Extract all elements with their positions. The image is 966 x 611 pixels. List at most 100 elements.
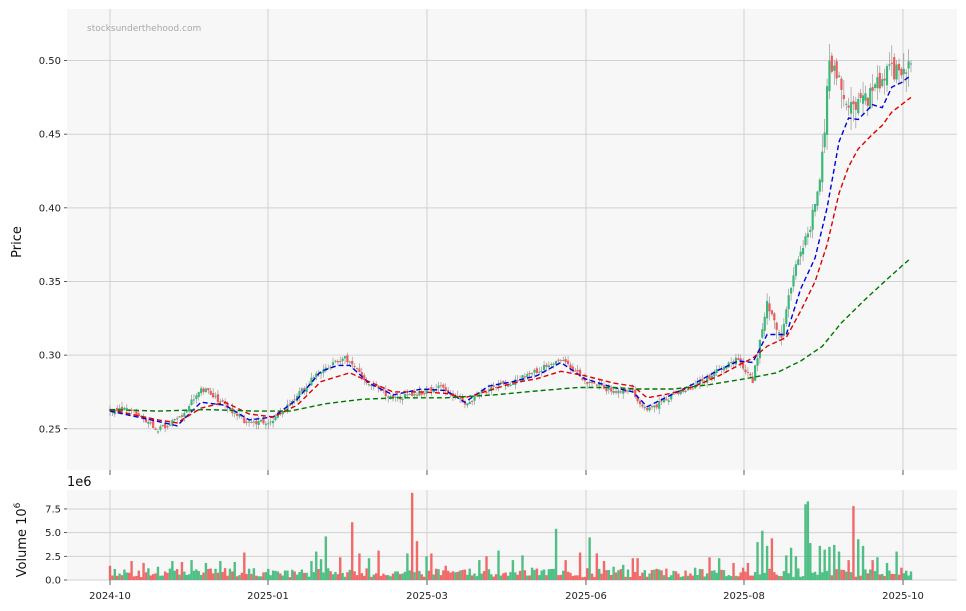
ma-medium-line (109, 96, 912, 424)
volume-bar (339, 557, 342, 580)
candle-body (682, 389, 685, 392)
volume-bar (511, 560, 515, 580)
candle-body (533, 369, 536, 373)
volume-bar (499, 575, 503, 580)
volume-bar (444, 565, 447, 580)
candle-body (293, 399, 296, 401)
volume-bar (674, 571, 678, 580)
volume-bar (837, 551, 841, 580)
volume-bar (753, 572, 757, 580)
volume-bar (689, 573, 692, 580)
candle-body (777, 332, 781, 334)
candle-body (161, 424, 164, 427)
volume-bar (538, 575, 541, 580)
volume-bar (494, 574, 498, 580)
candle-body (658, 401, 661, 409)
volume-bar (660, 570, 663, 580)
candle-body (439, 385, 443, 387)
volume-bar (274, 570, 277, 580)
volume-bar (881, 573, 884, 580)
candle-body (538, 371, 541, 373)
volume-bar (135, 575, 138, 580)
volume-bar (657, 569, 661, 580)
volume-bar (715, 572, 718, 580)
volume-bar (861, 545, 865, 580)
candle-body (264, 423, 267, 425)
candle-body (140, 415, 143, 417)
volume-bar (693, 567, 697, 580)
volume-bar (717, 558, 721, 580)
volume-bar (684, 570, 687, 580)
volume-bar (665, 568, 668, 580)
candle-body (617, 390, 620, 394)
candle-body (360, 372, 363, 377)
volume-bar (413, 572, 416, 580)
candle-body (379, 388, 383, 392)
volume-bar (564, 560, 567, 580)
volume-bar (893, 574, 896, 580)
candle-body (881, 79, 884, 87)
candle-body (188, 406, 191, 412)
volume-bar (334, 571, 337, 580)
volume-bar (151, 574, 155, 580)
volume-bar (888, 570, 891, 580)
volume-bar (163, 571, 167, 580)
candle-body (590, 382, 594, 384)
candle-body (595, 384, 598, 386)
volume-bar (132, 576, 136, 580)
candle-body (854, 102, 857, 110)
candle-body (204, 388, 208, 393)
volume-bar (641, 572, 644, 580)
volume-bar (372, 574, 376, 580)
candle-body (483, 389, 486, 391)
candle-body (423, 393, 426, 395)
candle-body (689, 388, 692, 390)
candle-body (801, 247, 805, 255)
candle-body (566, 360, 570, 364)
volume-bar (869, 569, 872, 580)
volume-bar (780, 576, 783, 580)
candle-body (216, 394, 220, 402)
volume-bar (777, 575, 781, 580)
volume-bar (598, 568, 601, 580)
candle-body (152, 421, 155, 428)
volume-bar (386, 575, 390, 580)
candle-body (787, 295, 790, 310)
candle-body (833, 65, 836, 71)
candle-body (605, 388, 608, 392)
candle-body (804, 236, 807, 246)
volume-bar (204, 562, 208, 580)
candle-body (746, 371, 750, 373)
candle-body (300, 388, 303, 392)
candle-body (322, 369, 325, 373)
candle-body (602, 385, 606, 389)
volume-bar (744, 571, 747, 580)
volume-bar (897, 574, 901, 580)
candle-body (144, 418, 148, 423)
candle-body (355, 367, 359, 369)
candle-body (135, 411, 138, 415)
volume-bar (905, 570, 908, 580)
candle-body (370, 384, 373, 387)
price-tick-label: 0.25 (39, 424, 61, 435)
volume-bar (365, 568, 368, 580)
candle-body (876, 77, 879, 89)
volume-bar (789, 547, 793, 580)
volume-bar (454, 572, 457, 580)
candle-body (730, 362, 733, 364)
candle-body (878, 72, 881, 89)
volume-bar (353, 571, 356, 580)
candle-body (259, 419, 263, 422)
candle-body (257, 421, 260, 425)
price-panel (67, 9, 957, 470)
volume-bar (406, 553, 409, 580)
volume-bar (298, 572, 301, 580)
candle-body (176, 418, 179, 420)
candle-body (754, 365, 757, 381)
candle-body (526, 374, 529, 378)
volume-bar (545, 575, 548, 580)
volume-bar (746, 562, 750, 580)
volume-bar (281, 575, 284, 580)
volume-bar (528, 575, 531, 580)
volume-bar (449, 572, 452, 580)
